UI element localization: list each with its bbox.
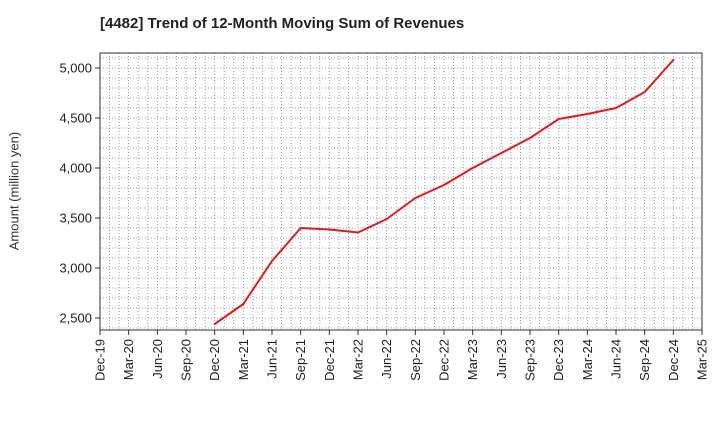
x-tick-label: Mar-20: [121, 339, 136, 380]
x-tick-label: Jun-21: [265, 339, 280, 379]
x-tick-label: Dec-19: [93, 339, 108, 381]
x-tick-label: Dec-23: [551, 339, 566, 381]
data-point: [443, 184, 445, 186]
x-tick-label: Dec-22: [437, 339, 452, 381]
x-tick-label: Jun-22: [379, 339, 394, 379]
y-tick-label: 3,000: [59, 261, 92, 276]
x-tick-label: Jun-24: [609, 339, 624, 379]
data-point: [328, 228, 331, 231]
data-point: [271, 260, 273, 262]
x-tick-label: Sep-21: [293, 339, 308, 381]
x-tick-label: Sep-20: [179, 339, 194, 381]
x-tick-label: Dec-21: [322, 339, 337, 381]
x-tick-label: Mar-22: [351, 339, 366, 380]
y-tick-label: 4,000: [59, 161, 92, 176]
data-point: [529, 137, 531, 139]
plot-frame: [99, 52, 703, 331]
plot-area: [100, 53, 702, 330]
y-tick-label: 4,500: [59, 111, 92, 126]
x-tick-label: Dec-20: [207, 339, 222, 381]
chart-title: [4482] Trend of 12-Month Moving Sum of R…: [100, 15, 465, 32]
x-tick-label: Mar-24: [580, 339, 595, 380]
data-point: [299, 227, 302, 229]
data-point: [500, 152, 503, 154]
y-tick-label: 3,500: [59, 211, 92, 226]
x-tick-label: Sep-23: [523, 339, 538, 381]
x-tick-label: Mar-25: [695, 339, 710, 380]
data-point: [586, 113, 589, 115]
x-tick-label: Dec-24: [666, 339, 681, 381]
y-tick-label: 5,000: [59, 61, 92, 76]
data-point: [414, 197, 417, 199]
data-point: [557, 118, 560, 120]
x-tick-label: Sep-22: [408, 339, 423, 381]
data-point: [385, 218, 388, 220]
data-point: [471, 167, 474, 169]
x-tick-label: Jun-23: [494, 339, 509, 379]
x-tick-label: Jun-20: [150, 339, 165, 379]
data-point: [643, 91, 646, 93]
data-point: [615, 107, 617, 109]
data-point: [672, 59, 675, 61]
x-tick-label: Mar-23: [465, 339, 480, 380]
x-tick-label: Sep-24: [637, 339, 652, 381]
x-tick-label: Mar-21: [236, 339, 251, 380]
data-point: [213, 323, 216, 325]
data-point: [357, 231, 359, 234]
y-tick-label: 2,500: [59, 311, 92, 326]
data-point: [242, 303, 245, 305]
